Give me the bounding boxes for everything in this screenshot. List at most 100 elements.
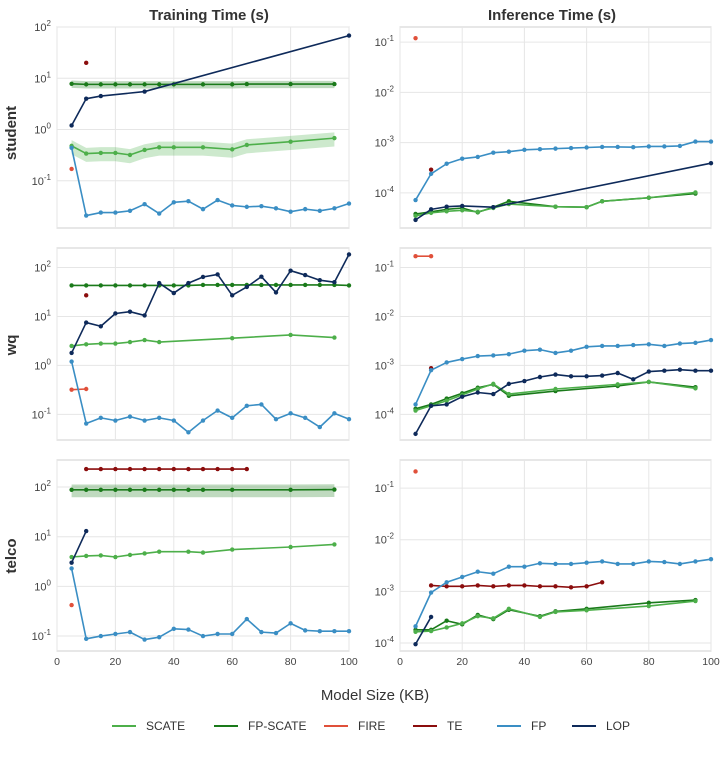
data-point: [84, 283, 88, 287]
data-point: [631, 145, 635, 149]
data-point: [538, 347, 542, 351]
data-point: [569, 374, 573, 378]
data-point: [84, 488, 88, 492]
data-point: [142, 283, 146, 287]
data-point: [413, 642, 417, 646]
data-point: [142, 467, 146, 471]
data-point: [245, 285, 249, 289]
data-point: [553, 146, 557, 150]
data-point: [460, 394, 464, 398]
data-point: [84, 61, 88, 65]
data-point: [186, 467, 190, 471]
data-point: [259, 274, 263, 278]
data-point: [274, 290, 278, 294]
y-tick-label: 102: [34, 259, 51, 274]
data-point: [69, 283, 73, 287]
data-point: [99, 553, 103, 557]
data-point: [157, 211, 161, 215]
data-point: [99, 82, 103, 86]
y-tick-label: 102: [34, 19, 51, 34]
data-point: [186, 549, 190, 553]
data-point: [491, 584, 495, 588]
data-point: [413, 254, 417, 258]
data-point: [201, 145, 205, 149]
x-tick-label: 0: [54, 656, 60, 668]
data-point: [662, 144, 666, 148]
data-point: [584, 345, 588, 349]
data-point: [215, 272, 219, 276]
data-point: [69, 344, 73, 348]
data-point: [491, 205, 495, 209]
legend-label: FP: [531, 719, 546, 733]
data-point: [69, 351, 73, 355]
data-point: [201, 207, 205, 211]
data-point: [538, 561, 542, 565]
legend-item-scate: SCATE: [112, 719, 185, 733]
data-point: [569, 146, 573, 150]
data-point: [128, 340, 132, 344]
data-point: [347, 283, 351, 287]
y-tick-label: 10-1: [32, 173, 52, 188]
data-point: [429, 583, 433, 587]
data-point: [647, 196, 651, 200]
data-point: [99, 210, 103, 214]
data-point: [709, 139, 713, 143]
data-point: [347, 33, 351, 37]
data-point: [693, 599, 697, 603]
data-point: [678, 341, 682, 345]
data-point: [157, 635, 161, 639]
data-point: [647, 369, 651, 373]
x-tick-label: 100: [340, 656, 358, 668]
data-point: [460, 621, 464, 625]
data-point: [142, 82, 146, 86]
data-point: [288, 82, 292, 86]
data-point: [600, 344, 604, 348]
data-point: [172, 467, 176, 471]
data-point: [157, 488, 161, 492]
data-point: [347, 252, 351, 256]
data-point: [318, 209, 322, 213]
data-point: [142, 313, 146, 317]
x-tick-label: 100: [702, 656, 720, 668]
data-point: [215, 198, 219, 202]
data-point: [616, 371, 620, 375]
data-point: [569, 585, 573, 589]
data-point: [522, 348, 526, 352]
data-point: [616, 382, 620, 386]
y-tick-label: 10-4: [375, 406, 395, 421]
data-point: [274, 283, 278, 287]
data-point: [553, 351, 557, 355]
data-point: [616, 145, 620, 149]
y-tick-label: 10-2: [375, 532, 395, 547]
y-tick-label: 101: [34, 308, 51, 323]
data-point: [69, 488, 73, 492]
data-point: [584, 584, 588, 588]
data-point: [288, 621, 292, 625]
data-point: [142, 89, 146, 93]
data-point: [288, 268, 292, 272]
data-point: [113, 418, 117, 422]
data-point: [693, 190, 697, 194]
legend-label: FIRE: [358, 719, 385, 733]
y-tick-label: 10-1: [32, 406, 52, 421]
data-point: [245, 617, 249, 621]
data-point: [288, 488, 292, 492]
legend-item-fire: FIRE: [324, 719, 385, 733]
data-point: [230, 336, 234, 340]
data-point: [429, 368, 433, 372]
data-point: [303, 207, 307, 211]
data-point: [230, 203, 234, 207]
data-point: [413, 36, 417, 40]
data-point: [318, 278, 322, 282]
data-point: [288, 139, 292, 143]
data-point: [201, 634, 205, 638]
y-tick-label: 10-3: [375, 583, 395, 598]
data-point: [332, 335, 336, 339]
data-point: [693, 559, 697, 563]
data-point: [460, 208, 464, 212]
data-point: [678, 562, 682, 566]
data-point: [142, 338, 146, 342]
data-point: [186, 199, 190, 203]
row-label-telco: telco: [3, 538, 20, 573]
